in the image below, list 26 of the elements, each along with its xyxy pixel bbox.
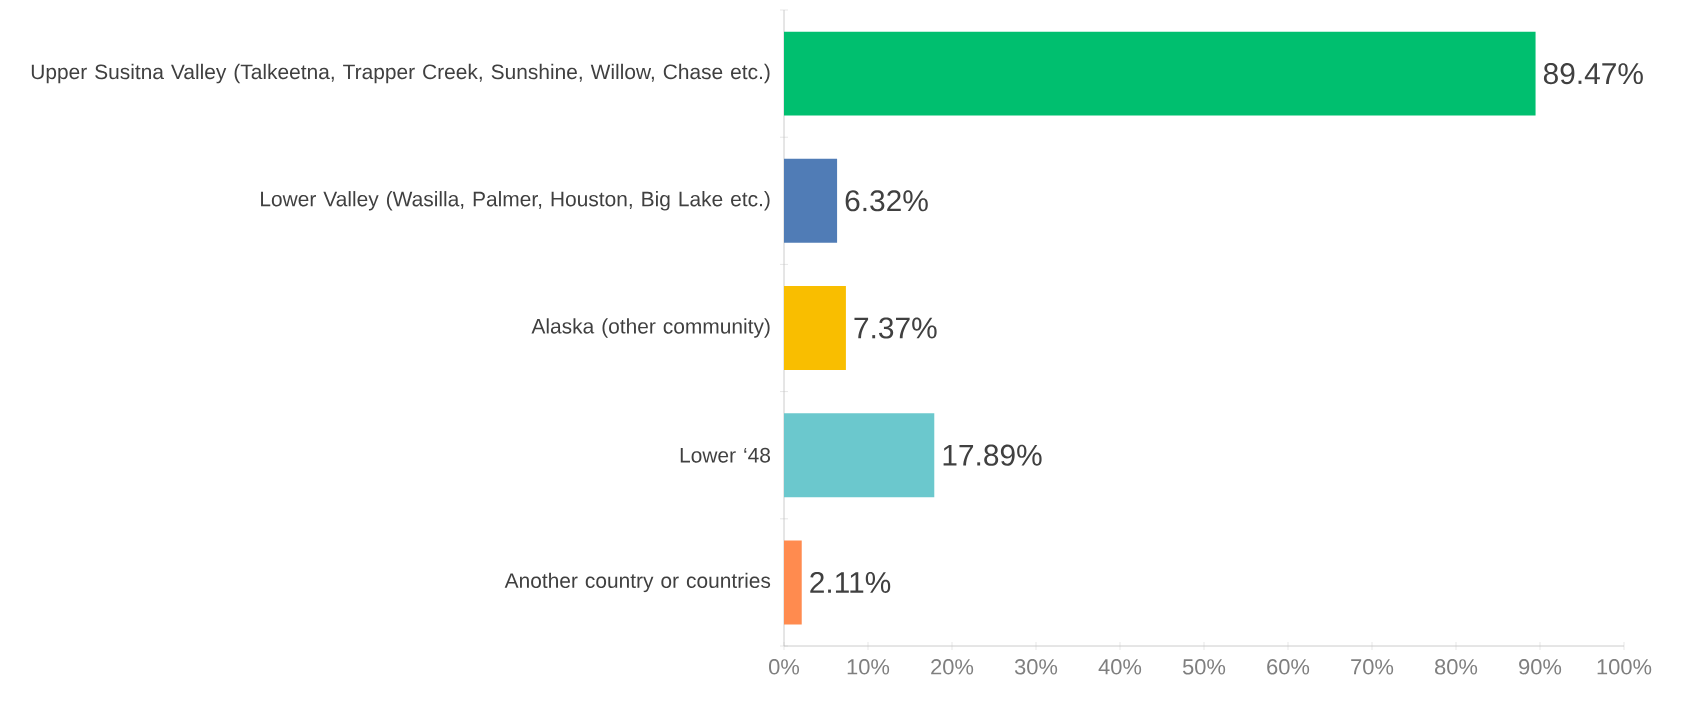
bar	[784, 286, 846, 370]
data-label: 89.47%	[1543, 63, 1643, 85]
bar	[784, 158, 838, 243]
x-tick-label: 50%	[1182, 659, 1226, 675]
x-tick-label: 60%	[1267, 659, 1310, 675]
x-tick-label: 20%	[931, 659, 974, 675]
y-tick-label: Another country or countries	[504, 572, 771, 593]
x-tick-label: 90%	[1519, 659, 1562, 675]
x-tick-label: 70%	[1351, 659, 1394, 675]
x-tick-label: 0%	[769, 659, 800, 675]
y-tick-label: Lower ‘48	[680, 447, 771, 463]
y-tick-label: Lower Valley (Wasilla, Palmer, Houston, Big Lake etc.)	[261, 191, 770, 211]
bar	[784, 413, 935, 498]
x-tick-label: 10%	[847, 659, 890, 675]
y-tick-label: Upper Susitna Valley (Talkeetna, Trapper Creek, Sunshine, Willow, Chase etc.)	[31, 63, 770, 84]
x-tick-label: 100%	[1597, 659, 1652, 675]
data-label: 7.37%	[854, 317, 937, 339]
x-tick-label: 30%	[1014, 659, 1058, 675]
y-tick-label: Alaska (other community)	[531, 318, 770, 338]
x-tick-label: 80%	[1435, 659, 1478, 675]
data-label: 17.89%	[943, 444, 1042, 466]
data-label: 6.32%	[845, 190, 928, 212]
x-tick-label: 40%	[1098, 659, 1142, 675]
bar	[784, 540, 802, 625]
bar	[784, 31, 1536, 116]
data-label: 2.11%	[810, 571, 891, 593]
